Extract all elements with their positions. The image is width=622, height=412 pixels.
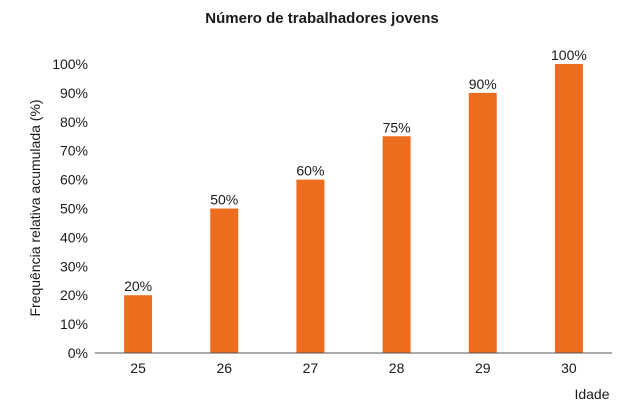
- bar-data-label: 100%: [551, 47, 587, 63]
- y-tick-label: 40%: [60, 229, 88, 245]
- y-tick-label: 90%: [60, 85, 88, 101]
- chart-title: Número de trabalhadores jovens: [205, 10, 438, 27]
- bar: [468, 92, 497, 354]
- y-tick-label: 80%: [60, 114, 88, 130]
- y-axis-ticks: 0% 10% 20% 30% 40% 50% 60% 70% 80% 90% 100%: [52, 56, 88, 361]
- x-tick-label: 26: [216, 360, 232, 376]
- bar: [382, 136, 411, 353]
- y-tick-label: 10%: [60, 316, 88, 332]
- x-axis-ticks: 25 26 27 28 29 30: [130, 360, 577, 376]
- bar-data-label: 90%: [469, 76, 497, 92]
- bar: [210, 208, 239, 353]
- bar-data-label: 75%: [383, 119, 411, 135]
- x-axis-label: Idade: [574, 386, 609, 402]
- x-tick-label: 25: [130, 360, 146, 376]
- x-tick-label: 30: [561, 360, 577, 376]
- y-axis-label: Frequência relativa acumulada (%): [27, 99, 43, 316]
- x-tick-label: 28: [389, 360, 405, 376]
- bar-data-label: 50%: [210, 192, 238, 208]
- bar: [554, 64, 583, 353]
- y-tick-label: 0%: [68, 345, 88, 361]
- bar-data-label: 20%: [124, 278, 152, 294]
- bars: 20% 50% 60% 75% 90% 100%: [124, 47, 587, 354]
- y-tick-label: 100%: [52, 56, 88, 72]
- y-tick-label: 70%: [60, 143, 88, 159]
- y-tick-label: 50%: [60, 201, 88, 217]
- y-tick-label: 20%: [60, 287, 88, 303]
- bar: [296, 179, 325, 353]
- y-tick-label: 60%: [60, 172, 88, 188]
- bar: [124, 295, 153, 353]
- bar-data-label: 60%: [296, 163, 324, 179]
- x-tick-label: 29: [475, 360, 491, 376]
- y-tick-label: 30%: [60, 258, 88, 274]
- x-tick-label: 27: [303, 360, 319, 376]
